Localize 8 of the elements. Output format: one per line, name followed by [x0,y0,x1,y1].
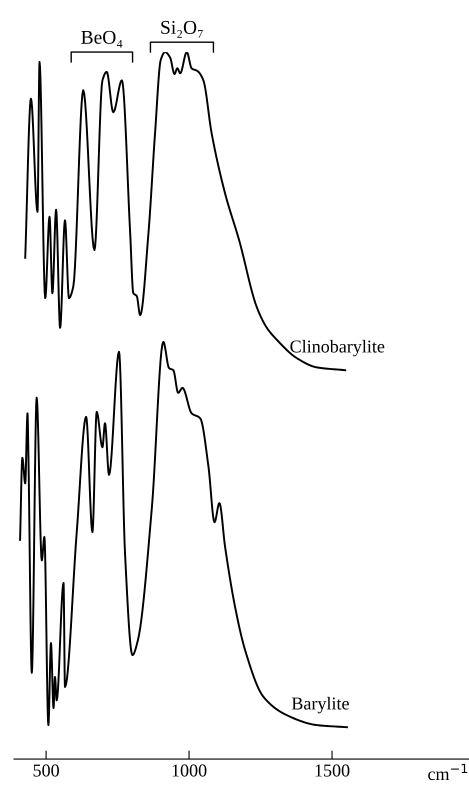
x-axis-title: cm$^{−1}$ [428,764,468,780]
text: Si₂O₇ [161,20,203,38]
series-label: Clinobarylite [290,340,384,356]
series-label: Barylite [292,696,349,714]
x-tick-label: 1500 [316,764,350,777]
text: BeO₄ [81,30,122,48]
x-tick-label: 500 [34,764,59,777]
x-tick-label: 1000 [172,764,206,777]
